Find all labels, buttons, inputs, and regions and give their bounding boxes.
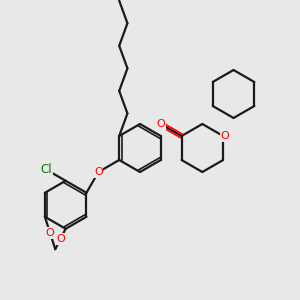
Text: O: O [221,131,230,141]
Text: O: O [56,234,65,244]
Text: O: O [94,167,103,177]
Text: O: O [46,228,54,238]
Text: Cl: Cl [40,163,52,176]
Text: O: O [156,119,165,129]
